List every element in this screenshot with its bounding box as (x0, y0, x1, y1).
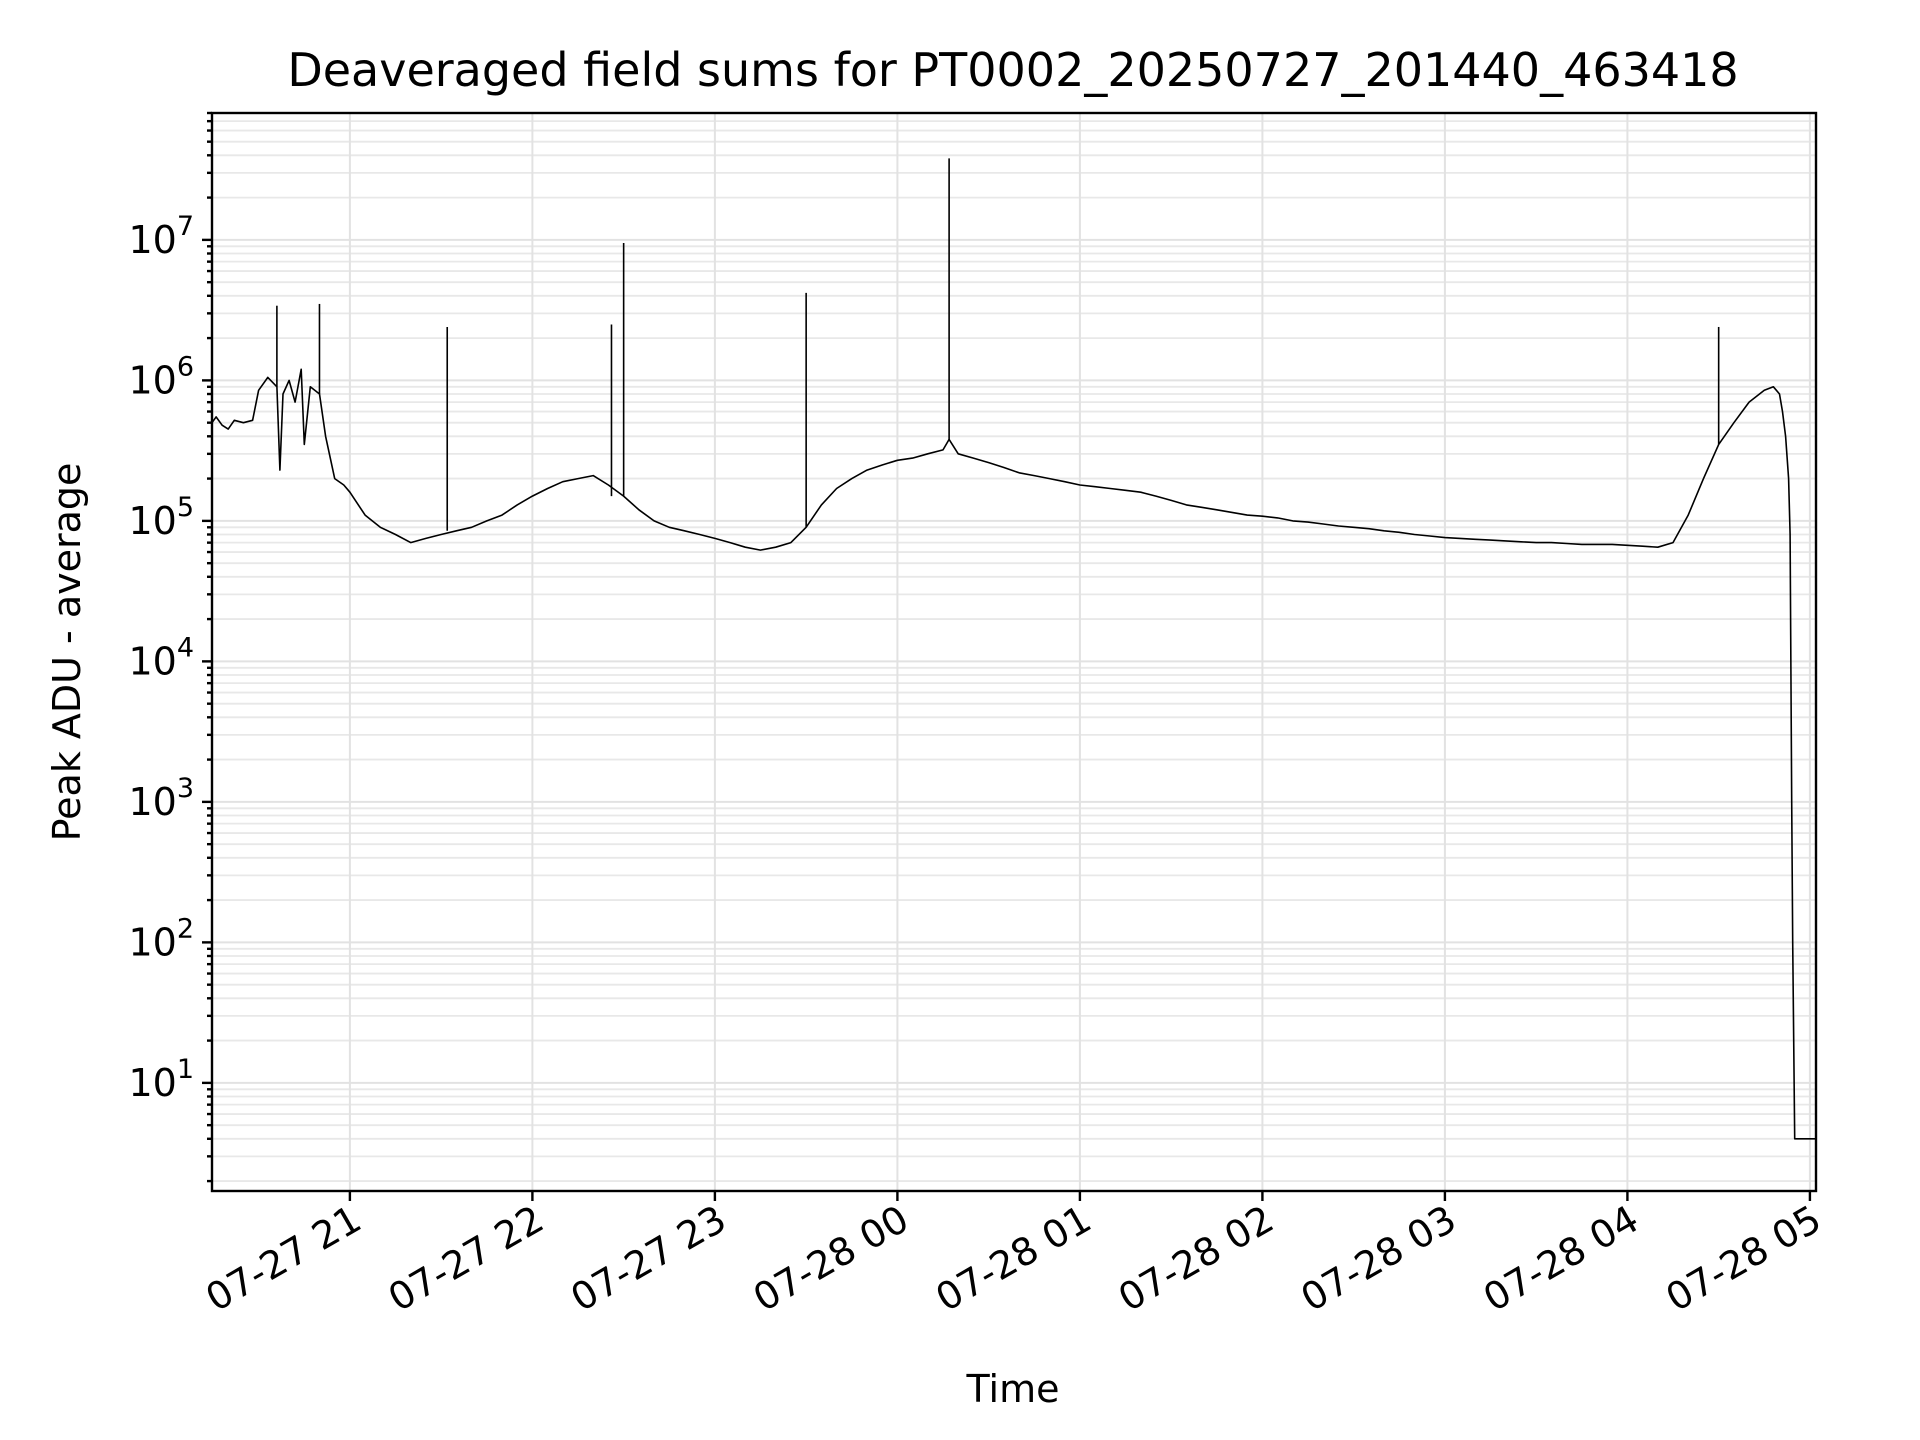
series-line (211, 368, 1816, 1140)
x-axis-label: Time (966, 1367, 1060, 1411)
plot-frame (210, 111, 1818, 1193)
y-tick-label: 103 (128, 773, 194, 824)
y-tick-label: 104 (128, 632, 194, 683)
series-layer (211, 158, 1816, 1140)
chart-title: Deaveraged field sums for PT0002_2025072… (287, 43, 1738, 97)
y-tick-label: 107 (128, 211, 194, 262)
y-axis-label: Peak ADU - average (45, 463, 89, 842)
y-tick-label: 102 (128, 913, 194, 964)
grid (212, 112, 1816, 1191)
y-tick-label: 105 (128, 492, 194, 543)
y-tick-label: 101 (128, 1054, 194, 1105)
y-tick-label: 106 (128, 351, 194, 402)
